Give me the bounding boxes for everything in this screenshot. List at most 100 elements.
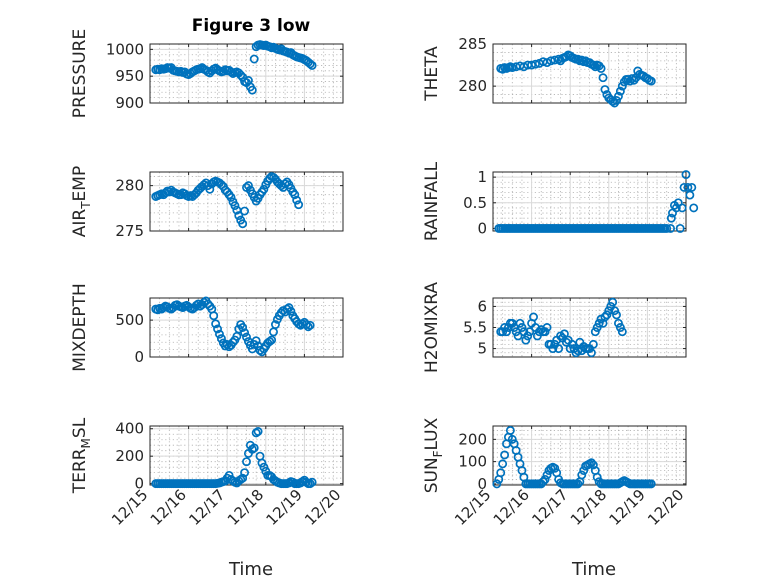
data-point [604, 306, 614, 316]
y-tick-label: 1000 [106, 40, 144, 58]
data-point [561, 52, 571, 62]
data-point [238, 473, 248, 483]
data-point [240, 468, 250, 478]
data-point [594, 318, 604, 328]
data-point [267, 335, 277, 345]
x-axis-label-right: Time [571, 559, 616, 580]
series-points [494, 170, 699, 233]
y-tick-label: 500 [115, 311, 144, 329]
data-point [617, 327, 627, 337]
series-points [151, 40, 317, 95]
data-point [617, 81, 627, 91]
air-temp-panel: 275 280 AIRTEMP [70, 166, 344, 240]
data-point [623, 74, 633, 84]
y-tick-label: 100 [458, 453, 487, 471]
data-point [567, 339, 577, 349]
data-point [588, 60, 598, 70]
h2omixra-panel: 5 5.5 6 H2OMIXRA [422, 282, 687, 373]
y-axis-label: PRESSURE [70, 29, 90, 118]
data-point [496, 468, 506, 478]
axes-border [492, 43, 687, 104]
data-point [505, 426, 515, 435]
y-tick-label: 5.5 [463, 319, 487, 337]
x-tick-label: 12/17 [528, 486, 571, 529]
y-tick-label: 0 [477, 219, 487, 237]
data-point [602, 310, 612, 320]
data-point [213, 324, 222, 334]
axes-border [149, 171, 344, 232]
data-point [513, 331, 523, 341]
data-point [211, 319, 221, 329]
data-point [164, 187, 174, 197]
data-point [586, 348, 596, 358]
data-point [502, 327, 511, 337]
data-point [546, 339, 556, 349]
data-point [301, 320, 311, 329]
data-point [228, 337, 238, 347]
data-point [548, 344, 558, 354]
data-point [689, 203, 699, 213]
data-point [521, 335, 531, 345]
series-points [151, 427, 317, 489]
data-point [608, 96, 618, 106]
series-points [492, 426, 656, 489]
x-tick-label: 12/18 [567, 486, 610, 529]
data-point [565, 344, 575, 354]
data-point [492, 479, 502, 489]
axes-border [149, 43, 344, 104]
data-point [596, 63, 606, 73]
data-point [534, 327, 544, 337]
axes-border [149, 425, 344, 486]
x-tick-label: 12/16 [147, 486, 190, 529]
y-tick-label: 280 [458, 77, 487, 95]
data-point [271, 320, 280, 329]
data-point [590, 327, 600, 337]
data-point [600, 312, 610, 322]
data-point [176, 190, 186, 200]
data-point [243, 181, 253, 191]
mixdepth-panel: 0 500 MIXDEPTH [70, 283, 344, 372]
data-point [249, 443, 259, 453]
data-point [666, 223, 676, 233]
y-tick-label: 950 [115, 67, 144, 85]
data-point [240, 328, 250, 338]
data-point [550, 463, 560, 473]
data-point [251, 336, 261, 346]
data-point [515, 318, 525, 328]
data-point [249, 54, 259, 64]
y-tick-label: 280 [115, 177, 144, 195]
data-point [240, 206, 250, 216]
data-point [500, 450, 510, 460]
data-point [216, 334, 226, 344]
data-point [538, 477, 548, 487]
axes-border [149, 297, 344, 358]
x-tick-label: 12/15 [108, 486, 151, 529]
data-point [546, 56, 556, 66]
data-point [540, 474, 550, 484]
data-point [247, 85, 257, 95]
data-point [681, 170, 691, 180]
y-tick-label: 5 [477, 340, 487, 358]
plot-area [492, 171, 687, 232]
pressure-panel: 900 950 1000 PRESSURE [70, 29, 344, 118]
data-point [610, 306, 620, 316]
data-point [554, 344, 564, 354]
data-point [220, 341, 230, 351]
data-point [612, 96, 621, 105]
data-point [238, 323, 248, 332]
data-point [265, 173, 275, 183]
data-point [600, 85, 610, 94]
series-points [151, 172, 304, 229]
figure-title: Figure 3 low [192, 16, 311, 36]
y-axis-label: AIRTEMP [70, 166, 93, 237]
data-point [205, 184, 215, 194]
y-tick-label: 200 [458, 430, 487, 448]
data-point [529, 312, 538, 322]
data-point [608, 297, 618, 307]
data-point [209, 311, 219, 321]
data-point [588, 339, 598, 349]
data-point [226, 192, 236, 202]
data-point [307, 61, 317, 70]
